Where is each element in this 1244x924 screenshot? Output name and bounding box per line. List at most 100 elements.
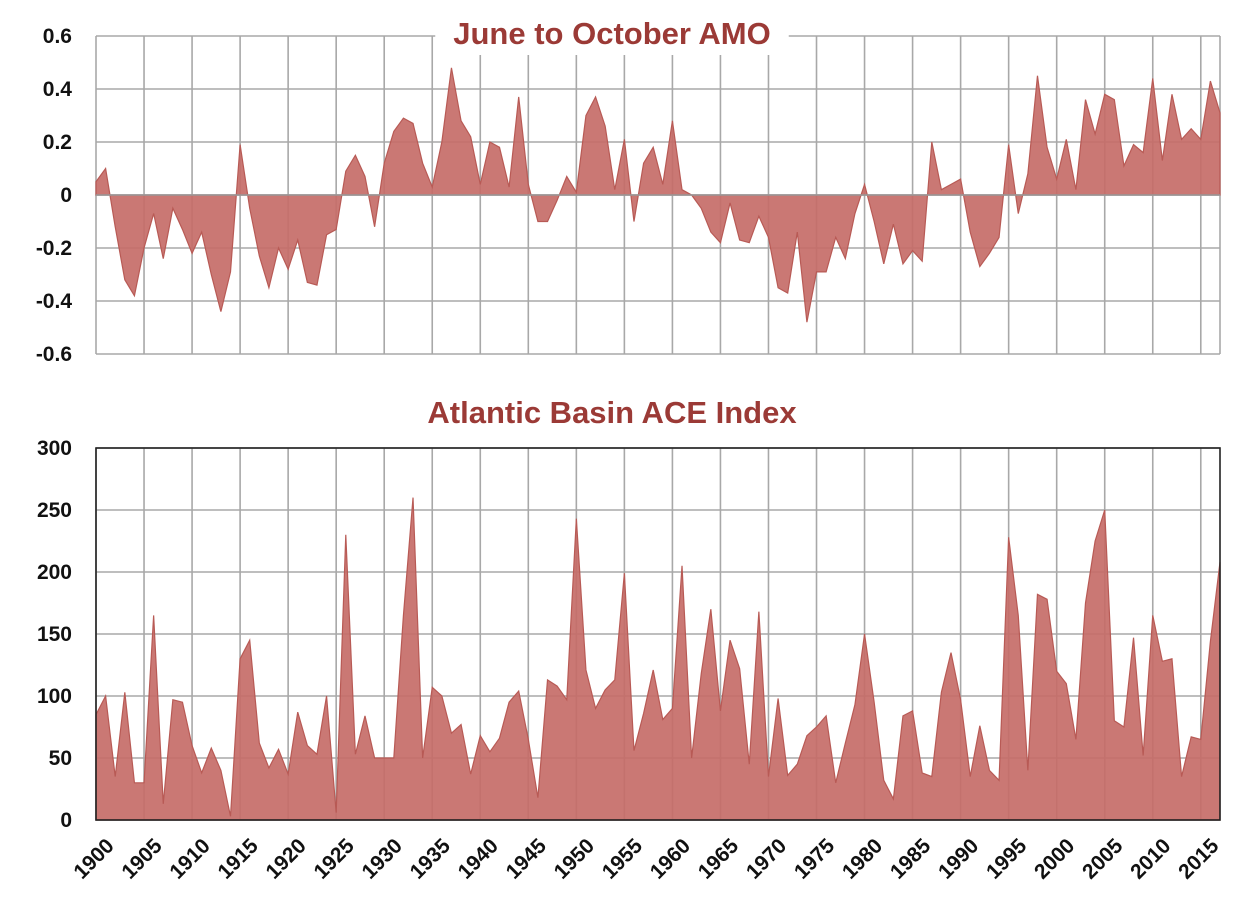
amo-data-point [1085, 99, 1087, 101]
amo-data-point [883, 263, 885, 265]
amo-data-point [1133, 144, 1135, 146]
amo-data-point [585, 115, 587, 117]
ace-data-point [806, 735, 808, 737]
ace-data-point [143, 782, 145, 784]
amo-data-point [335, 228, 337, 230]
amo-data-point [623, 138, 625, 140]
amo-data-point [835, 236, 837, 238]
amo-data-point [287, 268, 289, 270]
amo-data-point [1209, 80, 1211, 82]
ace-data-point [306, 745, 308, 747]
ace-data-point [498, 737, 500, 739]
ace-data-point [287, 773, 289, 775]
ace-data-point [402, 614, 404, 616]
amo-data-point [527, 183, 529, 185]
ace-data-point [105, 695, 107, 697]
ace-x-tick-label: 2000 [1030, 834, 1079, 883]
ace-data-point [114, 776, 116, 778]
ace-data-point [719, 710, 721, 712]
amo-data-point [220, 311, 222, 313]
ace-data-point [450, 732, 452, 734]
amo-data-point [383, 162, 385, 164]
amo-data-point [633, 221, 635, 223]
amo-data-point [595, 96, 597, 98]
ace-data-point [921, 772, 923, 774]
ace-data-point [527, 738, 529, 740]
ace-area-fill [95, 497, 1221, 821]
amo-data-point [374, 226, 376, 228]
amo-data-point [729, 202, 731, 204]
amo-data-point [278, 247, 280, 249]
amo-data-point [777, 287, 779, 289]
ace-chart-title: Atlantic Basin ACE Index [427, 395, 797, 430]
amo-data-point [162, 258, 164, 260]
amo-data-point [864, 183, 866, 185]
ace-data-point [441, 695, 443, 697]
ace-data-point [354, 753, 356, 755]
amo-data-point [950, 183, 952, 185]
ace-data-point [556, 685, 558, 687]
ace-data-point [412, 497, 414, 499]
ace-data-point [124, 691, 126, 693]
ace-data-point [787, 774, 789, 776]
amo-data-point [979, 266, 981, 268]
ace-x-tick-label: 1970 [742, 834, 791, 883]
ace-data-point [547, 679, 549, 681]
amo-data-point [1046, 146, 1048, 148]
amo-data-point [1152, 77, 1154, 79]
ace-data-point [729, 639, 731, 641]
ace-data-point [816, 726, 818, 728]
ace-x-tick-label: 1995 [982, 834, 1032, 884]
ace-data-point [950, 652, 952, 654]
ace-data-point [1085, 602, 1087, 604]
ace-data-point [1046, 598, 1048, 600]
ace-data-point [1094, 540, 1096, 542]
amo-title-background [435, 12, 789, 55]
amo-y-tick-label: 0.4 [43, 78, 73, 101]
ace-data-point [1008, 536, 1010, 538]
amo-data-point [172, 207, 174, 209]
ace-data-point [614, 679, 616, 681]
amo-data-point [1008, 144, 1010, 146]
amo-data-point [422, 162, 424, 164]
ace-data-point [691, 757, 693, 759]
ace-data-point [969, 776, 971, 778]
amo-data-point [95, 181, 97, 183]
amo-data-point [767, 236, 769, 238]
amo-data-point [988, 252, 990, 254]
ace-data-point [643, 712, 645, 714]
amo-chart-title: June to October AMO [453, 16, 770, 51]
ace-data-point [1209, 640, 1211, 642]
amo-data-point [1075, 189, 1077, 191]
ace-y-tick-label: 0 [60, 809, 72, 832]
ace-data-point [940, 691, 942, 693]
ace-y-tick-label: 150 [37, 623, 72, 646]
amo-data-point [566, 175, 568, 177]
ace-data-point [537, 797, 539, 799]
ace-data-point [739, 668, 741, 670]
ace-data-point [210, 747, 212, 749]
ace-data-point [988, 769, 990, 771]
amo-data-point [921, 260, 923, 262]
ace-data-point [172, 699, 174, 701]
ace-data-point [825, 715, 827, 717]
ace-data-point [1017, 614, 1019, 616]
amo-data-point [604, 125, 606, 127]
ace-data-point [767, 776, 769, 778]
amo-data-point [902, 263, 904, 265]
ace-x-tick-label: 1915 [213, 834, 263, 884]
amo-data-point [105, 168, 107, 170]
amo-data-point [1219, 112, 1221, 114]
ace-y-tick-label: 100 [37, 685, 72, 708]
ace-data-point [181, 701, 183, 703]
amo-data-point [1104, 93, 1106, 95]
ace-data-point [1152, 614, 1154, 616]
amo-data-point [1161, 160, 1163, 162]
amo-data-point [1171, 93, 1173, 95]
ace-data-point [864, 633, 866, 635]
ace-data-point [268, 767, 270, 769]
amo-data-point [354, 154, 356, 156]
amo-data-point [940, 189, 942, 191]
amo-data-point [268, 287, 270, 289]
amo-data-point [153, 213, 155, 215]
